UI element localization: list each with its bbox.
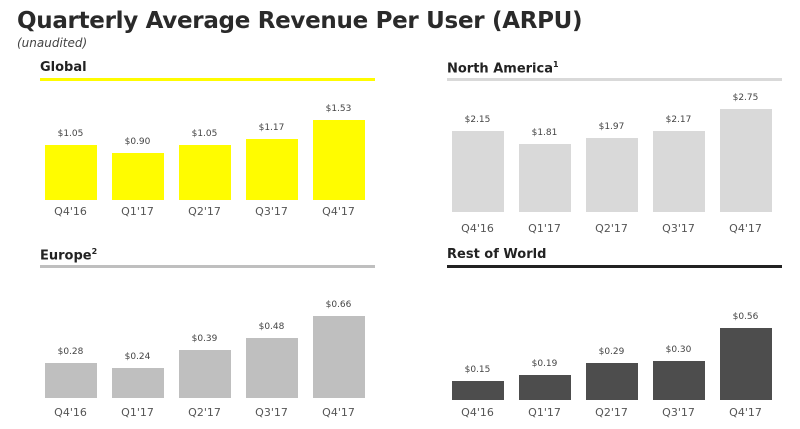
bar [719, 327, 772, 400]
bar [518, 144, 571, 212]
value-label: $2.15 [464, 115, 491, 126]
value-label: $0.19 [531, 359, 558, 370]
value-label: $1.17 [258, 122, 285, 133]
bar [585, 362, 638, 400]
chart-panel-europe: Europe2 $0.28 Q4'16 $0.24 Q1'17 $0.39 Q2'17 $0.… [40, 0, 375, 429]
chart-title-underline [40, 78, 375, 81]
value-label: $0.56 [732, 311, 759, 322]
value-label: $1.05 [191, 128, 218, 139]
x-tick-label: Q4'16 [54, 205, 87, 218]
x-tick-label: Q1'17 [121, 406, 154, 419]
chart-title-text: Rest of World [447, 247, 547, 262]
page-title: Quarterly Average Revenue Per User (ARPU… [17, 8, 583, 34]
value-label: $0.15 [464, 364, 491, 375]
bar [178, 144, 231, 200]
bar [451, 380, 504, 400]
value-label: $2.17 [665, 114, 692, 125]
page-subtitle: (unaudited) [17, 36, 88, 50]
bar [451, 131, 504, 212]
x-tick-label: Q4'17 [729, 222, 762, 235]
value-label: $0.29 [598, 346, 625, 357]
value-label: $0.24 [124, 352, 151, 363]
value-label: $0.39 [191, 333, 218, 344]
chart-title: Europe2 [40, 247, 97, 263]
bar [518, 375, 571, 400]
x-tick-label: Q4'17 [322, 406, 355, 419]
bar [44, 363, 97, 398]
footnote-marker: 1 [553, 60, 559, 69]
value-label: $1.05 [57, 128, 84, 139]
bar [312, 316, 365, 398]
bar [111, 152, 164, 200]
x-tick-label: Q4'17 [322, 205, 355, 218]
x-tick-label: Q1'17 [528, 222, 561, 235]
x-tick-label: Q2'17 [188, 205, 221, 218]
chart-title: Global [40, 60, 87, 75]
value-label: $1.53 [325, 103, 352, 114]
value-label: $0.30 [665, 345, 692, 356]
bar [44, 144, 97, 200]
x-tick-label: Q3'17 [255, 205, 288, 218]
bar [245, 138, 298, 200]
x-tick-label: Q2'17 [595, 406, 628, 419]
bar [585, 138, 638, 212]
chart-title-text: Global [40, 60, 87, 75]
chart-title-underline [40, 265, 375, 268]
value-label: $0.90 [124, 136, 151, 147]
x-tick-label: Q1'17 [528, 406, 561, 419]
x-tick-label: Q1'17 [121, 205, 154, 218]
bar [312, 119, 365, 200]
bar [652, 130, 705, 212]
x-tick-label: Q2'17 [595, 222, 628, 235]
x-tick-label: Q4'16 [461, 406, 494, 419]
chart-title-underline [447, 265, 782, 268]
x-tick-label: Q4'17 [729, 406, 762, 419]
x-tick-label: Q4'16 [461, 222, 494, 235]
x-tick-label: Q2'17 [188, 406, 221, 419]
bar [719, 108, 772, 212]
chart-panel-rest-of-world: Rest of World $0.15 Q4'16 $0.19 Q1'17 $0.29 Q2… [447, 0, 782, 429]
bar [245, 338, 298, 398]
chart-title: Rest of World [447, 247, 546, 262]
value-label: $1.97 [598, 122, 625, 133]
bar [178, 349, 231, 398]
chart-title: North America1 [447, 60, 559, 76]
value-label: $0.28 [57, 347, 84, 358]
chart-panel-north-america: North America1 $2.15 Q4'16 $1.81 Q1'17 $1.97 Q… [447, 0, 782, 429]
bar [111, 368, 164, 398]
value-label: $0.66 [325, 300, 352, 311]
x-tick-label: Q3'17 [662, 406, 695, 419]
chart-title-text: Europe [40, 248, 92, 264]
chart-title-underline [447, 78, 782, 81]
bar [652, 361, 705, 400]
chart-title-text: North America [447, 61, 553, 77]
value-label: $1.81 [531, 128, 558, 139]
chart-panel-global: Global $1.05 Q4'16 $0.90 Q1'17 $1.05 Q2'17 $1.1… [40, 0, 375, 429]
x-tick-label: Q4'16 [54, 406, 87, 419]
value-label: $2.75 [732, 92, 759, 103]
x-tick-label: Q3'17 [662, 222, 695, 235]
x-tick-label: Q3'17 [255, 406, 288, 419]
value-label: $0.48 [258, 322, 285, 333]
footnote-marker: 2 [91, 247, 98, 256]
